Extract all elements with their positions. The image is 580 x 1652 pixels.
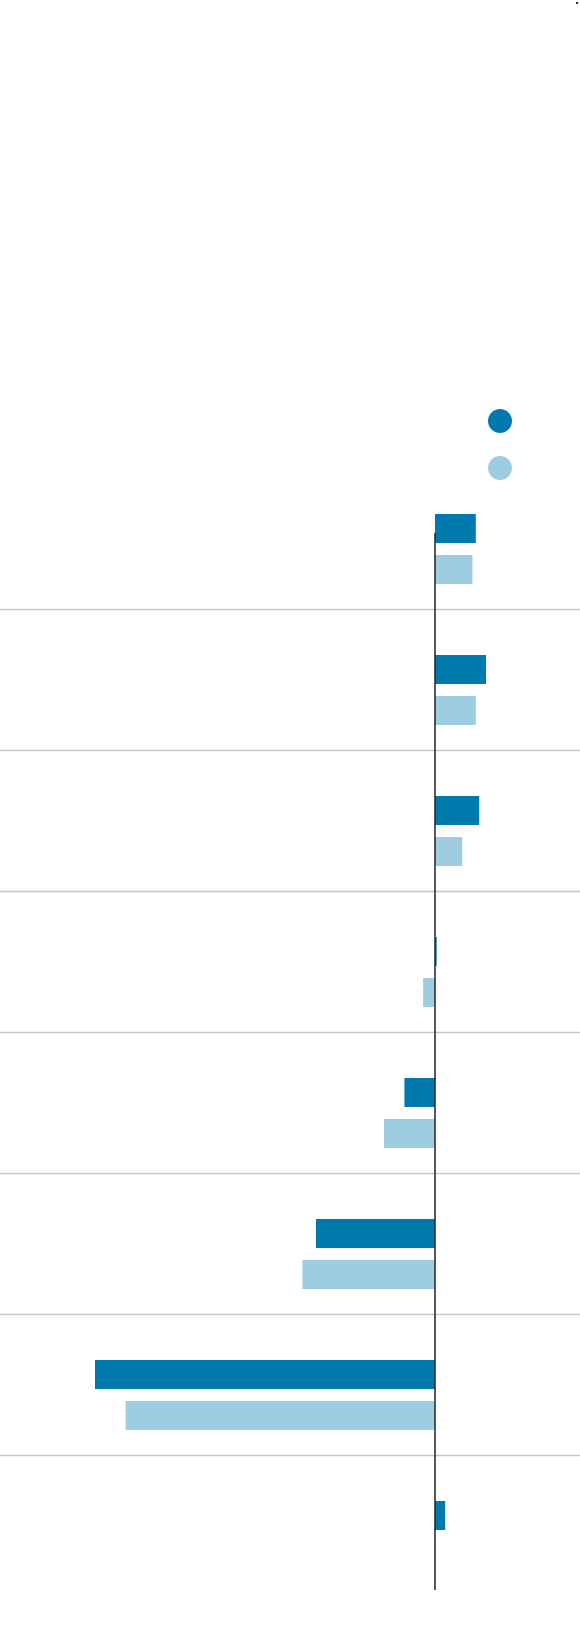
bar-series-1-row-6 [316, 1219, 435, 1248]
bar-series-1-row-3 [435, 796, 480, 825]
bar-series-1-row-8 [435, 1501, 446, 1530]
legend-marker-series-2 [488, 456, 512, 480]
bar-series-2-row-7 [125, 1401, 435, 1430]
bar-series-1-row-1 [435, 514, 476, 543]
corner-mark [576, 2, 578, 4]
bar-series-2-row-1 [435, 555, 473, 584]
bar-series-2-row-2 [435, 696, 476, 725]
legend-marker-series-1 [488, 409, 512, 433]
bar-series-2-row-5 [384, 1119, 435, 1148]
bar-series-2-row-4 [423, 978, 435, 1007]
bar-series-2-row-6 [302, 1260, 435, 1289]
bar-series-1-row-2 [435, 655, 486, 684]
bar-series-1-row-5 [404, 1078, 435, 1107]
bar-series-1-row-7 [95, 1360, 435, 1389]
bar-series-1-row-4 [435, 937, 437, 966]
bar-series-2-row-3 [435, 837, 463, 866]
